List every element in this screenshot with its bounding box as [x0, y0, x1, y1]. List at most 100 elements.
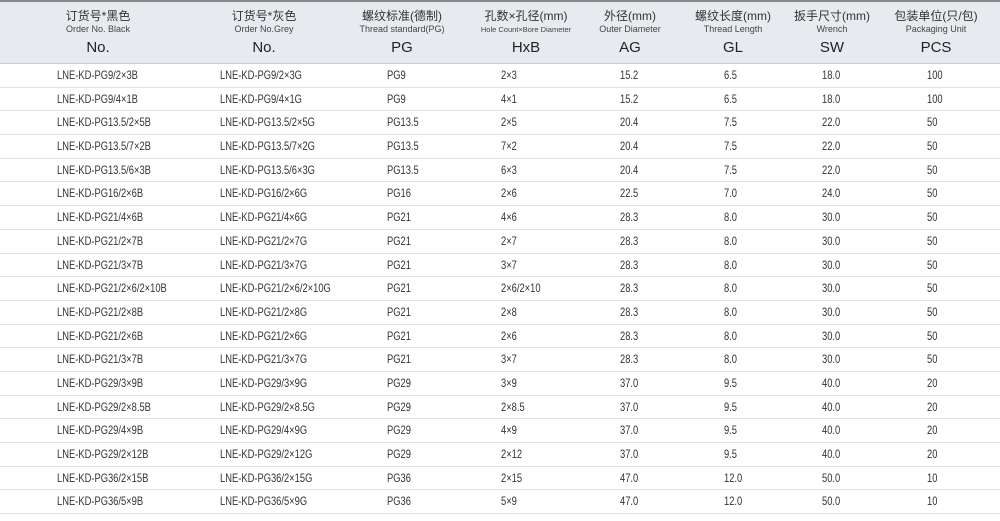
cell-order-black: LNE-KD-PG21/2×6/2×10B	[57, 281, 167, 296]
header-packaging-unit: 包装单位(只/包) Packaging Unit PCS	[856, 9, 1000, 61]
cell-order-grey: LNE-KD-PG21/2×6G	[220, 328, 308, 343]
cell-order-grey: LNE-KD-PG16/2×6G	[220, 186, 308, 201]
cell-wrench: 30.0	[822, 257, 841, 272]
header-zh: 螺纹标准(德制)	[362, 9, 442, 23]
cell-thread-length: 9.5	[724, 447, 738, 461]
cell-order-black: LNE-KD-PG21/2×8B	[57, 304, 144, 319]
cell-order-grey: LNE-KD-PG36/5×9G	[220, 494, 308, 509]
cell-wrench: 40.0	[822, 375, 841, 390]
cell-order-black: LNE-KD-PG13.5/2×5B	[57, 115, 151, 130]
cell-thread-length: 12.0	[724, 494, 743, 509]
cell-order-grey: LNE-KD-PG13.5/7×2G	[220, 139, 315, 154]
header-hole-count: 孔数×孔径(mm) Hole Count×Bore Diameter HxB	[446, 9, 606, 61]
table-row: LNE-KD-PG21/3×7B LNE-KD-PG21/3×7G PG21 3×7 2…	[0, 348, 1000, 372]
table-row: LNE-KD-PG21/2×7B LNE-KD-PG21/2×7G PG21 2×7 2…	[0, 230, 1000, 254]
table-row: LNE-KD-PG13.5/2×5B LNE-KD-PG13.5/2×5G PG13…	[0, 111, 1000, 136]
cell-outer-diameter: 20.4	[620, 162, 639, 177]
cell-hole-count: 6×3	[501, 162, 517, 177]
table-row: LNE-KD-PG13.5/6×3B LNE-KD-PG13.5/6×3G PG13…	[0, 159, 1000, 183]
cell-wrench: 50.0	[822, 494, 841, 509]
cell-thread-standard: PG21	[387, 328, 411, 343]
header-order-grey: 订货号*灰色 Order No.Grey No.	[184, 9, 344, 61]
cell-order-grey: LNE-KD-PG21/2×6/2×10G	[220, 281, 331, 296]
cell-wrench: 30.0	[822, 352, 841, 367]
cell-order-grey: LNE-KD-PG29/4×9G	[220, 423, 308, 438]
table-row: LNE-KD-PG36/5×9B LNE-KD-PG36/5×9G PG36 5×9 4…	[0, 490, 1000, 515]
cell-wrench: 22.0	[822, 115, 841, 130]
cell-order-black: LNE-KD-PG21/2×6B	[57, 328, 144, 343]
cell-thread-length: 12.0	[724, 470, 743, 485]
header-symbol: PG	[391, 39, 413, 56]
cell-hole-count: 3×7	[501, 352, 517, 367]
cell-outer-diameter: 28.3	[620, 233, 639, 248]
cell-hole-count: 2×5	[501, 115, 517, 130]
header-symbol: PCS	[920, 39, 952, 56]
header-zh: 扳手尺寸(mm)	[794, 9, 870, 23]
cell-thread-standard: PG36	[387, 470, 411, 485]
cell-thread-standard: PG21	[387, 233, 411, 248]
cell-thread-standard: PG13.5	[387, 162, 419, 177]
cell-thread-length: 8.0	[724, 210, 738, 225]
header-zh: 孔数×孔径(mm)	[484, 9, 568, 23]
cell-thread-standard: PG13.5	[387, 139, 419, 154]
cell-wrench: 30.0	[822, 210, 841, 225]
cell-hole-count: 3×9	[501, 375, 517, 390]
cell-wrench: 30.0	[822, 304, 841, 319]
cell-packaging-unit: 50	[927, 281, 938, 296]
cell-wrench: 24.0	[822, 186, 841, 201]
cell-thread-length: 9.5	[724, 375, 738, 390]
cell-packaging-unit: 10	[927, 470, 938, 485]
table-row: LNE-KD-PG21/2×6/2×10B LNE-KD-PG21/2×6/2×1…	[0, 277, 1000, 301]
table-header: 订货号*黑色 Order No. Black No. 订货号*灰色 Order …	[0, 0, 1000, 64]
cell-outer-diameter: 20.4	[620, 115, 639, 130]
cell-wrench: 40.0	[822, 447, 841, 461]
header-thread-standard: 螺纹标准(德制) Thread standard(PG) PG	[322, 9, 482, 61]
cell-order-black: LNE-KD-PG29/2×8.5B	[57, 399, 151, 414]
cell-order-black: LNE-KD-PG36/2×15B	[57, 470, 149, 485]
cell-wrench: 30.0	[822, 233, 841, 248]
cell-thread-standard: PG29	[387, 447, 411, 461]
cell-order-grey: LNE-KD-PG36/2×15G	[220, 470, 313, 485]
header-symbol: HxB	[511, 39, 541, 56]
cell-order-grey: LNE-KD-PG29/2×8.5G	[220, 399, 315, 414]
cell-wrench: 30.0	[822, 328, 841, 343]
cell-outer-diameter: 37.0	[620, 375, 639, 390]
cell-thread-standard: PG29	[387, 399, 411, 414]
cell-order-black: LNE-KD-PG29/4×9B	[57, 423, 144, 438]
cell-order-grey: LNE-KD-PG21/2×7G	[220, 233, 308, 248]
cell-thread-length: 8.0	[724, 257, 738, 272]
table-row: LNE-KD-PG9/4×1B LNE-KD-PG9/4×1G PG9 4×1 15.2…	[0, 88, 1000, 112]
cell-order-grey: LNE-KD-PG21/4×6G	[220, 210, 308, 225]
cell-order-grey: LNE-KD-PG13.5/2×5G	[220, 115, 315, 130]
cell-thread-length: 9.5	[724, 399, 738, 414]
table-body: LNE-KD-PG9/2×3B LNE-KD-PG9/2×3G PG9 2×3 15.2…	[0, 64, 1000, 515]
cell-wrench: 40.0	[822, 423, 841, 438]
cell-packaging-unit: 50	[927, 115, 938, 130]
cell-outer-diameter: 47.0	[620, 494, 639, 509]
cell-packaging-unit: 50	[927, 233, 938, 248]
header-en: Thread Length	[703, 24, 763, 34]
cell-hole-count: 2×6/2×10	[501, 281, 541, 296]
table-row: LNE-KD-PG21/4×6B LNE-KD-PG21/4×6G PG21 4×6 2…	[0, 206, 1000, 230]
header-thread-length: 螺纹长度(mm) Thread Length GL	[653, 9, 813, 61]
header-en: Order No. Black	[65, 24, 131, 34]
cell-order-grey: LNE-KD-PG29/3×9G	[220, 375, 308, 390]
cell-packaging-unit: 20	[927, 399, 938, 414]
table-row: LNE-KD-PG29/3×9B LNE-KD-PG29/3×9G PG29 3×9 3…	[0, 372, 1000, 396]
cell-wrench: 50.0	[822, 470, 841, 485]
cell-order-black: LNE-KD-PG36/5×9B	[57, 494, 144, 509]
header-zh: 订货号*黑色	[65, 9, 131, 23]
cell-thread-standard: PG9	[387, 68, 406, 82]
cell-packaging-unit: 100	[927, 91, 943, 106]
cell-outer-diameter: 28.3	[620, 281, 639, 296]
cell-outer-diameter: 28.3	[620, 328, 639, 343]
cell-thread-length: 8.0	[724, 233, 738, 248]
cell-wrench: 30.0	[822, 281, 841, 296]
cell-hole-count: 4×1	[501, 91, 517, 106]
cell-packaging-unit: 100	[927, 68, 943, 82]
cell-thread-length: 8.0	[724, 281, 738, 296]
cell-order-black: LNE-KD-PG21/3×7B	[57, 352, 144, 367]
cell-order-grey: LNE-KD-PG9/4×1G	[220, 91, 302, 106]
header-symbol: SW	[819, 39, 845, 56]
cell-hole-count: 2×3	[501, 68, 517, 82]
